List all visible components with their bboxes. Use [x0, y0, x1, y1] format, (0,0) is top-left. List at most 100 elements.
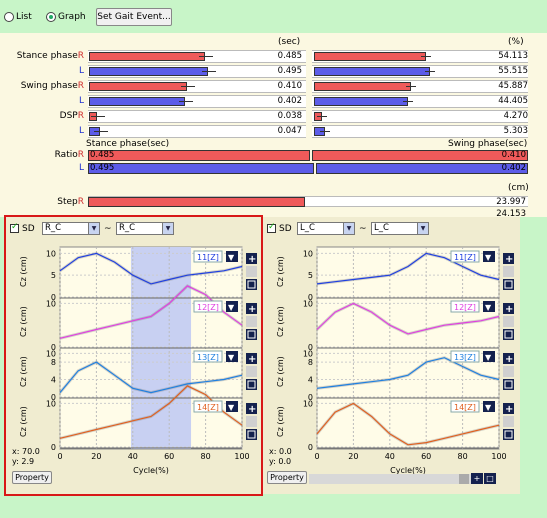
graph-radio-circle[interactable]	[46, 12, 56, 22]
zoom-in-y-button[interactable]	[503, 353, 514, 364]
channel-dropdown-button[interactable]	[226, 251, 238, 262]
zoom-in-y-button[interactable]	[246, 253, 257, 264]
zoom-out-y-button[interactable]	[246, 316, 257, 327]
y-axis-label: Cz (cm)	[276, 356, 285, 387]
zoom-out-y-button[interactable]	[503, 316, 514, 327]
left-y-readout: y: 2.9	[12, 457, 35, 466]
list-radio-circle[interactable]	[4, 12, 14, 22]
ratio-right-header: Swing phase(sec)	[448, 139, 528, 149]
sec-bar-r	[89, 52, 205, 61]
right-scrollbar[interactable]	[309, 474, 473, 484]
gait-stats-panel: (sec) (%) Stance phaseR 0.485 54.113 L 0.495…	[0, 33, 547, 217]
zoom-in-y-button[interactable]	[246, 353, 257, 364]
reset-icon	[247, 280, 256, 289]
chevron-down-icon[interactable]: ▼	[162, 223, 173, 234]
sec-value: 0.410	[277, 81, 302, 91]
zoom-reset-y-button[interactable]	[246, 279, 257, 290]
chevron-down-icon: ▼	[485, 253, 492, 262]
y-tick-label: 4	[51, 376, 56, 385]
zoom-out-y-button[interactable]	[503, 416, 514, 427]
channel-dropdown-button[interactable]	[483, 301, 495, 312]
zoom-reset-y-button[interactable]	[503, 279, 514, 290]
left-select-from[interactable]: R_C ▼	[42, 222, 100, 235]
right-sd-checkbox[interactable]	[267, 222, 276, 233]
error-bar	[406, 86, 416, 87]
zoom-reset-y-button[interactable]	[503, 429, 514, 440]
y-tick-label: 0	[51, 443, 56, 452]
zoom-reset-y-button[interactable]	[246, 329, 257, 340]
ratio-swing-bar-r: 0.410	[312, 150, 528, 161]
zoom-reset-y-button[interactable]	[246, 379, 257, 390]
left-tilde: ~	[104, 224, 112, 234]
channel-dropdown-button[interactable]	[226, 401, 238, 412]
chevron-down-icon: ▼	[485, 353, 492, 362]
channel-chip-box	[193, 400, 223, 413]
left-sd-checkbox[interactable]	[10, 222, 19, 233]
zoom-out-y-button[interactable]	[503, 366, 514, 377]
channel-chip: 12[Z]	[454, 303, 476, 312]
chevron-down-icon[interactable]: ▼	[343, 223, 354, 234]
left-property-button[interactable]: Property	[12, 471, 52, 484]
right-property-button[interactable]: Property	[267, 471, 307, 484]
zoom-out-y-button[interactable]	[246, 366, 257, 377]
chevron-down-icon[interactable]: ▼	[417, 223, 428, 234]
sec-track	[88, 110, 306, 123]
y-tick-label: 10	[46, 349, 56, 358]
stats-row-label: DSPR	[59, 111, 84, 121]
set-gait-event-button[interactable]: Set Gait Event...	[96, 8, 172, 26]
zoom-out-y-button[interactable]	[503, 266, 514, 277]
channel-dropdown-button[interactable]	[226, 351, 238, 362]
chevron-down-icon[interactable]: ▼	[88, 223, 99, 234]
zoom-in-y-button[interactable]	[246, 403, 257, 414]
zoom-reset-y-button[interactable]	[503, 329, 514, 340]
channel-chip: 11[Z]	[197, 253, 219, 262]
right-select-to[interactable]: L_C ▼	[371, 222, 429, 235]
channel-dropdown-button[interactable]	[483, 351, 495, 362]
pct-track	[312, 125, 528, 138]
left-select-to[interactable]: R_C ▼	[116, 222, 174, 235]
graph-radio[interactable]: Graph	[46, 12, 86, 22]
zoom-reset-x-button[interactable]: □	[484, 473, 496, 484]
zoom-in-y-button[interactable]	[503, 253, 514, 264]
channel-chip: 12[Z]	[197, 303, 219, 312]
zoom-out-y-button[interactable]	[246, 416, 257, 427]
error-bar	[403, 101, 413, 102]
channel-dropdown-button[interactable]	[226, 301, 238, 312]
y-axis-label: Cz (cm)	[276, 256, 285, 287]
zoom-out-x-button[interactable]	[459, 474, 469, 484]
selection-highlight-frame	[4, 215, 263, 496]
zoom-in-y-button[interactable]	[246, 303, 257, 314]
left-sd-label: SD	[22, 224, 35, 234]
pct-bar-r	[314, 52, 426, 61]
pct-value: 45.887	[498, 81, 528, 91]
plus-icon: +	[248, 304, 256, 315]
zoom-in-x-button[interactable]: +	[471, 473, 483, 484]
y-axis-label: Cz (cm)	[19, 306, 28, 337]
channel-chip: 14[Z]	[197, 403, 219, 412]
sec-bar-r	[89, 82, 187, 91]
x-tick-label: 20	[91, 452, 101, 461]
x-tick-label: 60	[421, 452, 431, 461]
series-line	[316, 402, 500, 446]
zoom-out-y-button[interactable]	[246, 266, 257, 277]
plus-icon: +	[248, 404, 256, 415]
zoom-in-y-button[interactable]	[503, 303, 514, 314]
pct-value: 55.515	[498, 66, 528, 76]
zoom-reset-y-button[interactable]	[246, 429, 257, 440]
y-tick-label: 8	[51, 358, 56, 367]
channel-dropdown-button[interactable]	[483, 251, 495, 262]
channel-chip-box	[450, 350, 480, 363]
zoom-in-y-button[interactable]	[503, 403, 514, 414]
stats-row-label: L	[78, 66, 84, 76]
error-bar	[202, 71, 216, 72]
y-tick-label: 0	[308, 443, 313, 452]
list-radio[interactable]: List	[4, 12, 32, 22]
zoom-reset-y-button[interactable]	[503, 379, 514, 390]
graph-radio-label: Graph	[58, 12, 86, 22]
channel-dropdown-button[interactable]	[483, 401, 495, 412]
right-select-from[interactable]: L_C ▼	[297, 222, 355, 235]
reset-icon	[504, 280, 513, 289]
